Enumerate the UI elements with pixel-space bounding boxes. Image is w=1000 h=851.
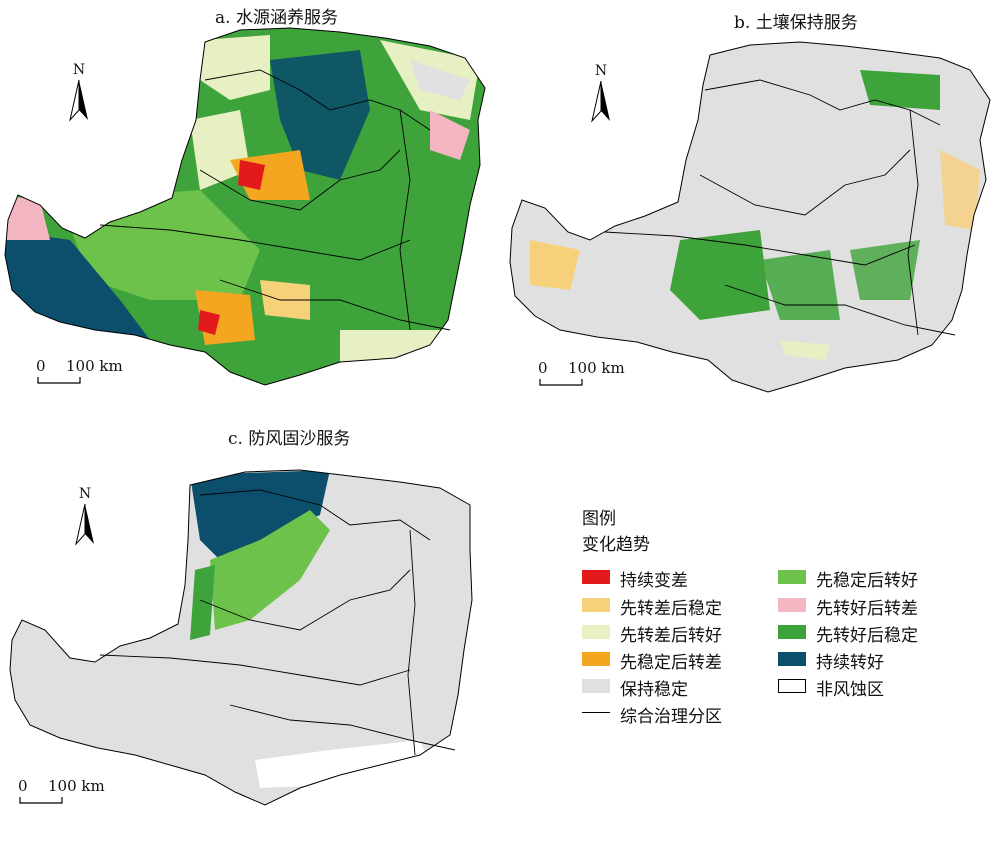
legend-swatch: [778, 598, 806, 612]
legend-swatch: [582, 570, 610, 584]
scale-zero: 0: [36, 357, 46, 375]
scale-bar: 0 100 km: [36, 357, 123, 397]
legend: 图例 变化趋势 持续变差 先转差后稳定 先转差后转好 先稳定后转差 保持稳定 综…: [582, 504, 982, 734]
legend-label: 非风蚀区: [816, 680, 884, 700]
legend-swatch: [582, 652, 610, 666]
legend-swatch: [778, 625, 806, 639]
panel-title: b. 土壤保持服务: [734, 13, 858, 33]
north-label: N: [78, 486, 92, 502]
legend-label: 先转好后稳定: [816, 626, 918, 646]
scale-bar: 0 100 km: [538, 359, 625, 399]
legend-label: 先转好后转差: [816, 599, 918, 619]
legend-label: 先转差后转好: [620, 626, 722, 646]
scale-bar-icon: [37, 377, 81, 384]
map-panel-soil: b. 土壤保持服务 N 0 10: [500, 0, 1000, 400]
legend-label: 持续变差: [620, 571, 688, 591]
north-label: N: [72, 62, 86, 78]
north-label: N: [594, 63, 608, 79]
scale-distance: 100 km: [568, 359, 625, 377]
scale-distance: 100 km: [66, 357, 123, 375]
north-arrow: N: [70, 486, 100, 546]
north-arrow-icon: [591, 80, 610, 123]
north-arrow-icon: [75, 503, 94, 546]
legend-label: 先稳定后转差: [620, 653, 722, 673]
map-water-conservation: [4, 27, 486, 386]
panel-title: c. 防风固沙服务: [228, 429, 351, 449]
legend-swatch: [582, 598, 610, 612]
north-arrow: N: [64, 62, 94, 122]
legend-swatch: [778, 679, 806, 693]
north-arrow-icon: [69, 79, 88, 122]
scale-zero: 0: [538, 359, 548, 377]
legend-swatch: [582, 679, 610, 693]
legend-line-swatch: [582, 712, 610, 713]
legend-label: 综合治理分区: [620, 707, 722, 727]
legend-label: 保持稳定: [620, 680, 688, 700]
legend-swatch: [778, 570, 806, 584]
north-arrow: N: [586, 63, 616, 123]
scale-zero: 0: [18, 777, 28, 795]
scale-bar-icon: [19, 797, 63, 804]
legend-label: 先稳定后转好: [816, 571, 918, 591]
legend-label: 先转差后稳定: [620, 599, 722, 619]
scale-bar: 0 100 km: [18, 777, 105, 817]
scale-distance: 100 km: [48, 777, 105, 795]
map-soil-conservation: [509, 41, 991, 393]
legend-label: 持续转好: [816, 653, 884, 673]
legend-title: 图例: [582, 509, 616, 529]
panel-title: a. 水源涵养服务: [215, 8, 338, 28]
map-windbreak-sand-fixation: [9, 469, 473, 806]
scale-bar-icon: [539, 379, 583, 386]
map-panel-wind: c. 防风固沙服务 N 0 100 km: [0, 420, 500, 840]
legend-subtitle: 变化趋势: [582, 535, 650, 555]
legend-swatch: [582, 625, 610, 639]
legend-swatch: [778, 652, 806, 666]
map-panel-water: a. 水源涵养服务: [0, 0, 500, 400]
